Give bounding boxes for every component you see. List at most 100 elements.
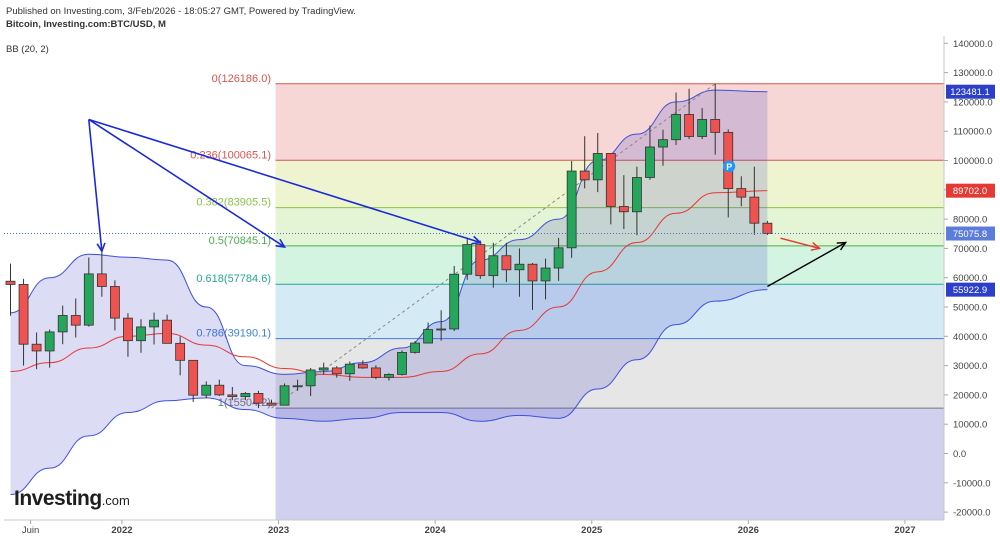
price-badge-text: 75075.8 [953,229,987,240]
candle [175,336,186,376]
price-tick-label: -10000.0 [953,478,991,489]
price-axis: 140000.0 130000.0 120000.0 110000.0 100000.0… [943,36,995,520]
candle [96,251,107,297]
candle [592,132,603,193]
candle-body-down [96,273,107,287]
candle [645,125,655,180]
candle-body-down [31,343,42,352]
candle [762,220,773,235]
candle [136,319,146,353]
price-badge: 123481.1 [946,84,995,99]
candle [423,322,434,344]
annotations: P [4,118,944,288]
price-tick-label: 140000.0 [953,39,993,50]
candle [540,258,551,300]
candle [710,83,721,155]
black-arrow-shaft [767,241,847,288]
blue-arrow-2-shaft [88,118,285,248]
blue-arrow-3-head [471,235,483,245]
candle-body-up [462,244,473,275]
candle [110,280,120,331]
candle [632,166,642,236]
black-arrow-head [836,241,848,251]
symbol-title: Bitcoin, Investing.com:BTC/USD, M [6,19,166,30]
price-badge-bg [946,183,995,198]
candle [162,314,173,344]
price-tick-label: -20000.0 [953,508,991,519]
price-tick-label: 30000.0 [953,361,987,372]
fib-trend-line [271,83,716,409]
candle-body-up [553,247,564,269]
fib-zone-0.618 [275,284,944,339]
candle [579,136,590,189]
candle-body-down [253,393,264,404]
candle-body-up [658,139,668,148]
candle [410,340,420,354]
candle [57,305,68,345]
blue-arrow-1 [88,119,106,254]
candle [292,379,303,391]
blue-arrow-1-shaft [88,119,103,252]
price-tick-label: 70000.0 [953,244,987,255]
bb-upper-line [10,89,768,375]
price-tick-label: 130000.0 [953,68,993,79]
candle-body-up [566,170,577,249]
fib-label-0.786: 0.786(39190.1) [196,328,271,340]
p-marker-circle [723,160,736,173]
candle-body-up [44,331,55,352]
candle-body-down [684,114,694,137]
blue-arrow-1-head [96,242,106,254]
price-tick-label: 20000.0 [953,390,987,401]
candle-body-up [592,153,603,181]
candle [305,367,316,397]
candle [658,129,668,166]
candle-body-up [410,342,420,353]
candle-body-up [632,177,642,213]
candle-body-up [671,114,681,141]
candle-body-down [527,263,538,282]
p-marker: P [723,160,736,173]
candle [31,332,42,370]
red-arrow-shaft [780,237,820,250]
candle [514,248,525,297]
candle [449,265,460,332]
candle [436,310,447,341]
candle-body-down [70,315,81,326]
candle-body-up [318,367,329,371]
candle [357,360,368,369]
candle [488,242,499,288]
candle [697,108,708,140]
time-tick-label: 2026 [738,525,759,536]
candle [553,237,564,281]
fib-label-0: 0(126186.0) [212,73,271,85]
price-tick-label: 110000.0 [953,127,992,138]
candle-body-down [162,319,173,344]
blue-arrow-3 [88,118,483,245]
candle [684,88,694,140]
candle [462,237,473,280]
p-marker-text: P [726,162,732,172]
candle-body-up [136,326,146,342]
candle [214,379,225,397]
time-tick-label: 2027 [894,525,915,536]
time-tick-label: 2023 [268,525,289,536]
candle [227,386,238,401]
candle-body-up [423,329,434,344]
time-tick-label: Juin [22,525,39,536]
candle [149,312,159,345]
candle-body-down [618,206,629,213]
candle-body-down [18,284,29,345]
blue-arrow-2 [88,118,287,248]
candle [331,366,342,378]
candle-body-up [279,385,290,406]
candle-body-down [188,359,199,396]
candle [44,329,55,368]
candle [318,362,329,375]
candle-body-down [123,317,133,342]
red-arrow [780,237,822,251]
fib-zone-0.786 [275,338,944,409]
price-tick-label: 120000.0 [953,97,993,108]
candle-body-down [749,196,760,224]
candle-body-up [645,146,655,178]
